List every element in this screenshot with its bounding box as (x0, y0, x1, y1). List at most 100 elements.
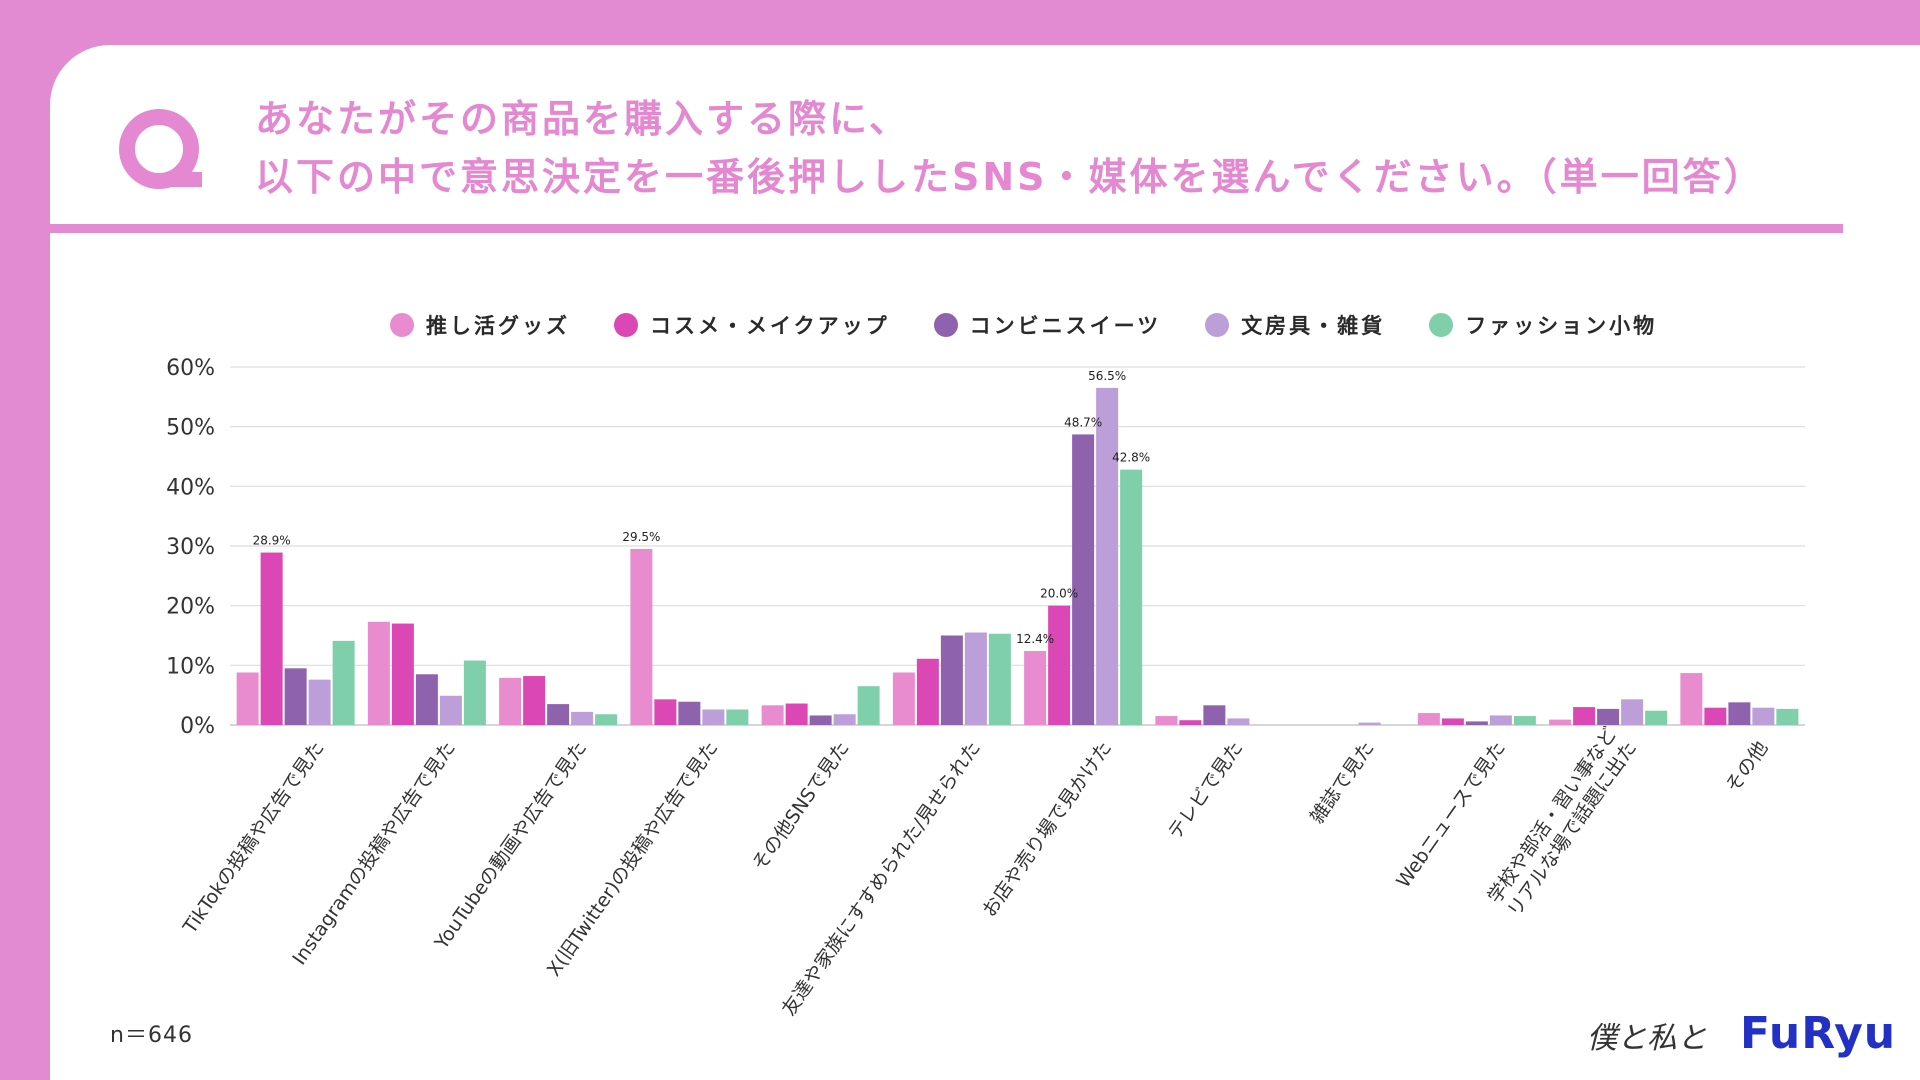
x-tick-label-line: Webニュースで見た (1392, 737, 1510, 892)
legend-item: 文房具・雑貨 (1205, 310, 1385, 340)
x-tick-label: 雑誌で見た (1306, 737, 1379, 827)
bar (916, 658, 939, 725)
bar (284, 668, 307, 725)
bar (833, 714, 856, 725)
y-tick-label: 30% (166, 535, 215, 560)
y-tick-label: 50% (166, 416, 215, 441)
bar (1680, 673, 1703, 725)
bar (1645, 710, 1668, 725)
data-label: 48.7% (1064, 415, 1102, 429)
bar (1155, 716, 1178, 725)
sample-size-note: n＝646 (110, 1023, 193, 1048)
chart-legend: 推し活グッズ コスメ・メイクアップ コンビニスイーツ 文房具・雑貨 ファッション… (390, 308, 1701, 342)
question-title: あなたがその商品を購入する際に、 以下の中で意思決定を一番後押ししたSNS・媒体… (255, 90, 1855, 206)
content-card (50, 45, 1920, 1080)
x-tick-label-line: お店や売り場で見かけた (978, 737, 1116, 921)
bar (809, 715, 832, 725)
y-tick-label: 20% (166, 595, 215, 620)
x-tick-label-line: リアルな場で話題に出た (1503, 737, 1641, 921)
x-tick-label-line: その他SNSで見た (748, 737, 853, 874)
bar (785, 703, 808, 725)
x-tick-label: テレビで見た (1164, 737, 1247, 843)
bar (1513, 716, 1536, 725)
bar (1597, 708, 1620, 725)
x-tick-label: お店や売り場で見かけた (978, 737, 1116, 921)
bar (1704, 707, 1727, 725)
legend-item: ファッション小物 (1429, 310, 1657, 340)
legend-label: コンビニスイーツ (969, 314, 1162, 338)
legend-label: ファッション小物 (1465, 314, 1658, 338)
bar (726, 709, 749, 725)
bar (308, 679, 331, 725)
legend-label: 推し活グッズ (426, 314, 570, 338)
data-label: 20.0% (1040, 587, 1078, 601)
bar (415, 674, 438, 725)
legend-item: コンビニスイーツ (933, 310, 1162, 340)
bar (964, 632, 987, 725)
legend-label: 文房具・雑貨 (1241, 314, 1386, 338)
y-tick-label: 40% (166, 475, 215, 500)
bar (595, 714, 618, 725)
bar (571, 711, 594, 725)
bar (761, 705, 784, 725)
data-label: 42.8% (1112, 451, 1150, 465)
bar (1096, 387, 1119, 725)
x-tick-label-line: 雑誌で見た (1306, 737, 1379, 827)
x-tick-label: Webニュースで見た (1392, 737, 1510, 892)
y-tick-label: 60% (166, 356, 215, 381)
legend-item: 推し活グッズ (390, 310, 570, 340)
brand-signature: 僕と私と (1587, 1021, 1707, 1056)
x-tick-label-line: その他 (1722, 737, 1773, 796)
x-tick-label-line: YouTubeの動画や広告で見た (430, 737, 591, 954)
title-divider (50, 224, 1843, 233)
x-tick-label-line: TikTokの投稿や広告で見た (178, 737, 328, 938)
bar (1549, 719, 1572, 725)
bar (332, 640, 355, 725)
data-label: 12.4% (1016, 632, 1054, 646)
bar (702, 709, 725, 725)
data-label: 56.5% (1088, 369, 1126, 383)
data-label: 28.9% (253, 534, 291, 548)
bar (391, 623, 414, 725)
bar (367, 621, 390, 725)
legend-label: コスメ・メイクアップ (650, 314, 890, 338)
x-tick-label: TikTokの投稿や広告で見た (178, 737, 328, 938)
bar (857, 686, 880, 725)
q-icon (119, 109, 202, 189)
x-tick-label: YouTubeの動画や広告で見た (430, 737, 591, 954)
bar (1120, 469, 1143, 725)
question-line-2: 以下の中で意思決定を一番後押ししたSNS・媒体を選んでください。（単一回答） (255, 155, 1765, 199)
bar (1227, 718, 1250, 725)
legend-swatch (1429, 313, 1454, 337)
bar (463, 660, 486, 725)
bar (260, 552, 283, 725)
bar (1465, 721, 1488, 725)
bar (1024, 651, 1047, 725)
bar (1441, 718, 1464, 725)
bar (499, 677, 522, 725)
bar (523, 676, 546, 725)
legend-swatch (1205, 313, 1230, 337)
x-tick-label: その他 (1722, 737, 1773, 796)
bar (1776, 708, 1799, 725)
bar (940, 635, 963, 725)
bar (1728, 702, 1751, 725)
bar (1417, 713, 1440, 725)
bar (1179, 720, 1202, 725)
legend-swatch (390, 313, 414, 337)
y-tick-label: 0% (180, 714, 215, 739)
bar (892, 672, 915, 725)
legend-swatch (614, 313, 638, 337)
bar (678, 701, 701, 725)
bar (1072, 434, 1095, 725)
data-label: 29.5% (622, 530, 660, 544)
x-tick-label: その他SNSで見た (748, 737, 853, 874)
x-tick-label-line: テレビで見た (1164, 737, 1247, 843)
bar (1621, 699, 1644, 725)
bar (654, 699, 677, 725)
bar (547, 704, 570, 725)
bar (1203, 705, 1226, 725)
bar (1573, 707, 1596, 725)
furyu-logo: FuRyu (1740, 1008, 1897, 1059)
